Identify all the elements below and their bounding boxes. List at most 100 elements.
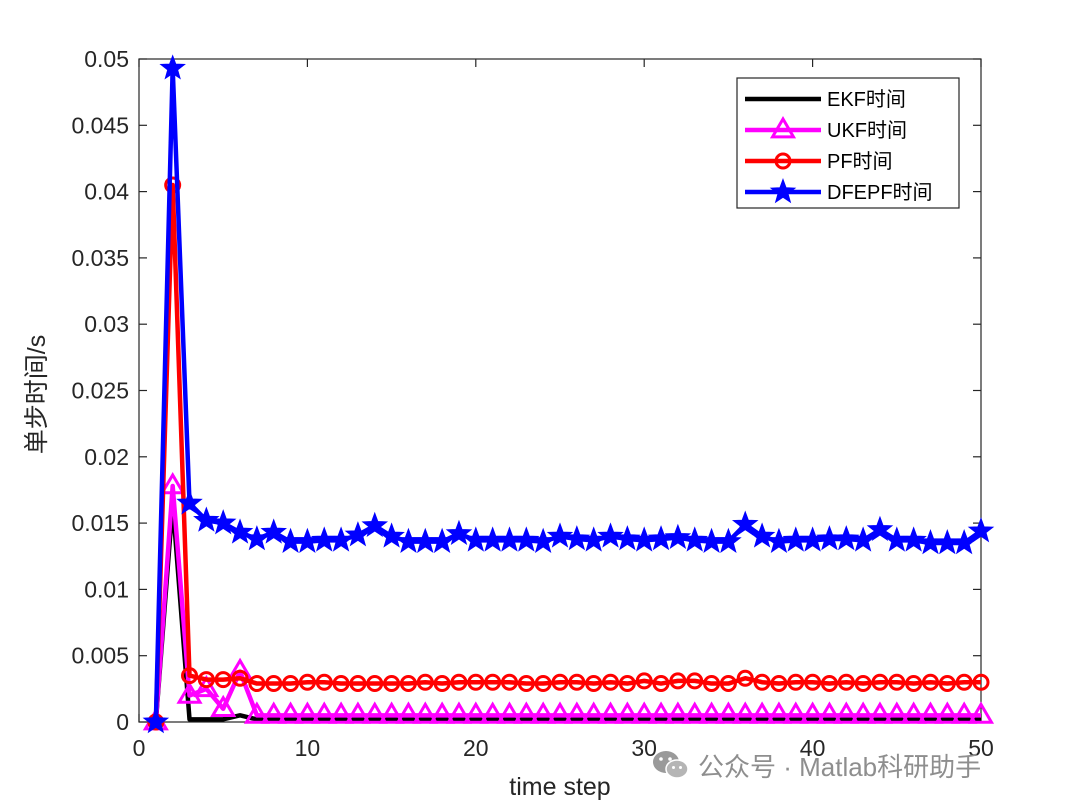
data-point — [260, 701, 287, 724]
data-point — [967, 517, 995, 543]
data-point — [883, 701, 910, 724]
x-tick-label: 0 — [133, 735, 146, 761]
data-point — [664, 701, 691, 724]
data-point — [770, 675, 788, 693]
data-point — [787, 673, 805, 691]
data-point — [282, 675, 300, 693]
legend-entry: EKF时间 — [745, 88, 906, 111]
data-point — [849, 526, 877, 552]
legend-marker — [774, 152, 792, 170]
watermark: 公众号 · Matlab科研助手 — [652, 745, 981, 785]
data-point — [631, 701, 658, 724]
y-tick-label: 0.01 — [84, 576, 129, 602]
x-tick-label: 20 — [463, 735, 489, 761]
data-point — [530, 701, 557, 724]
x-axis-label: time step — [509, 773, 610, 801]
series-layer — [142, 54, 995, 734]
data-point — [164, 176, 182, 194]
data-point — [428, 527, 456, 553]
data-point — [900, 526, 927, 552]
data-point — [142, 708, 170, 734]
data-point — [563, 525, 591, 551]
legend-label: PF时间 — [827, 150, 893, 173]
data-point — [597, 701, 624, 724]
data-point — [854, 675, 872, 693]
data-point — [580, 526, 607, 552]
data-point — [534, 675, 552, 693]
data-point — [681, 701, 708, 724]
data-point — [513, 701, 540, 724]
data-point — [749, 701, 776, 724]
y-tick-label: 0.02 — [84, 444, 129, 470]
data-point — [214, 671, 232, 689]
data-point — [294, 527, 321, 553]
data-point — [597, 522, 624, 548]
data-point — [294, 701, 321, 724]
data-point — [265, 675, 283, 693]
data-point — [669, 672, 687, 690]
data-point — [399, 675, 417, 693]
data-point — [921, 673, 939, 691]
x-tick-label: 40 — [800, 735, 826, 761]
data-point — [652, 675, 670, 693]
series-1 — [142, 472, 995, 731]
data-point — [243, 701, 270, 724]
y-tick-label: 0 — [116, 709, 129, 735]
data-point — [433, 675, 451, 693]
y-tick-label: 0.025 — [71, 378, 129, 404]
data-point — [479, 701, 506, 724]
data-point — [226, 518, 254, 544]
data-point — [972, 673, 990, 691]
data-point — [378, 701, 405, 724]
x-tick-label: 10 — [295, 735, 321, 761]
data-point — [950, 529, 978, 555]
data-point — [176, 489, 203, 515]
data-point — [484, 673, 502, 691]
data-point — [732, 701, 759, 724]
data-point — [513, 526, 540, 552]
data-point — [315, 673, 333, 691]
data-point — [546, 701, 574, 724]
data-point — [888, 673, 906, 691]
legend-entry: UKF时间 — [745, 116, 907, 142]
y-tick-label: 0.045 — [71, 112, 129, 138]
data-point — [614, 525, 641, 551]
data-point — [277, 701, 304, 724]
data-point — [344, 521, 372, 547]
legend-entry: PF时间 — [745, 150, 893, 173]
series-2 — [147, 176, 990, 731]
data-point — [159, 54, 186, 80]
data-point — [383, 675, 401, 693]
data-point — [349, 675, 367, 693]
data-point — [580, 701, 607, 724]
data-point — [159, 472, 186, 495]
data-point — [327, 526, 355, 552]
legend-label: DFEPF时间 — [827, 181, 933, 204]
data-point — [500, 673, 518, 691]
data-point — [647, 701, 675, 724]
data-point — [181, 667, 199, 685]
legend-marker — [769, 178, 797, 204]
data-point — [804, 673, 822, 691]
data-point — [517, 675, 535, 693]
data-point — [664, 523, 692, 549]
data-point — [753, 673, 771, 691]
data-point — [630, 526, 658, 552]
data-point — [243, 525, 271, 551]
data-point — [799, 701, 826, 724]
data-point — [496, 701, 523, 724]
data-point — [378, 522, 405, 548]
y-axis-label: 单步时间/s — [23, 335, 51, 454]
data-point — [176, 681, 203, 704]
data-point — [209, 509, 237, 535]
data-point — [917, 701, 944, 724]
y-tick-label: 0.015 — [71, 510, 129, 536]
data-point — [614, 701, 641, 724]
data-point — [445, 519, 473, 545]
data-point — [748, 522, 776, 548]
data-point — [967, 701, 995, 724]
y-tick-label: 0.05 — [84, 46, 129, 72]
data-point — [719, 675, 737, 693]
y-tick-label: 0.03 — [84, 311, 129, 337]
